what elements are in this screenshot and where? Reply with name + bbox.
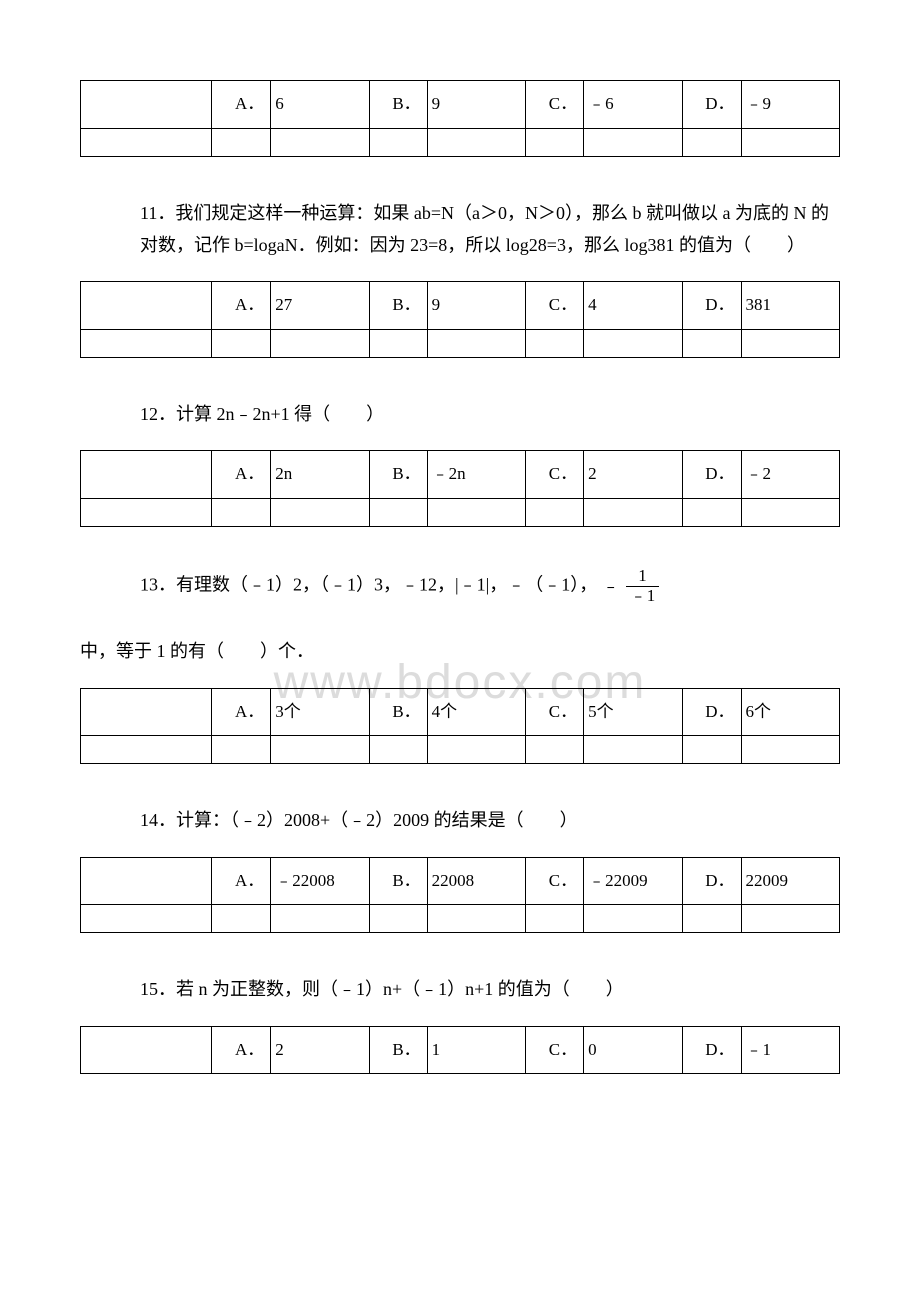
option-letter: C．	[526, 1026, 584, 1074]
q14-text: 14．计算：（﹣2）2008+（﹣2）2009 的结果是（ ）	[140, 804, 840, 836]
table-row: A． ﹣22008 B． 22008 C． ﹣22009 D． 22009	[81, 857, 840, 905]
table-row	[81, 736, 840, 764]
q10-options-table: A． 6 B． 9 C． ﹣6 D． ﹣9	[80, 80, 840, 157]
option-letter: B．	[369, 1026, 427, 1074]
q11-text: 11．我们规定这样一种运算：如果 ab=N（a＞0，N＞0），那么 b 就叫做以…	[140, 197, 840, 262]
option-value: ﹣22009	[584, 857, 682, 905]
q13-text: 13．有理数（﹣1）2，（﹣1）3，﹣12，|﹣1|，﹣（﹣1）， ﹣1﹣1	[140, 567, 840, 605]
question-body-part2: 中，等于 1 的有（ ）个．	[80, 641, 314, 661]
option-value: ﹣2	[741, 451, 839, 499]
option-letter: B．	[369, 688, 427, 736]
option-value: ﹣9	[741, 81, 839, 129]
option-value: 22008	[427, 857, 525, 905]
table-row	[81, 128, 840, 156]
option-letter: A．	[212, 688, 271, 736]
option-letter: B．	[369, 857, 427, 905]
cell-blank	[81, 857, 212, 905]
option-letter: A．	[212, 857, 271, 905]
option-value: 2n	[271, 451, 369, 499]
option-value: 6	[271, 81, 369, 129]
question-number: 15．	[140, 979, 176, 999]
option-value: 9	[427, 282, 525, 330]
question-number: 11．	[140, 203, 175, 223]
table-row	[81, 329, 840, 357]
question-number: 14．	[140, 810, 176, 830]
table-row: A． 2 B． 1 C． 0 D． ﹣1	[81, 1026, 840, 1074]
cell-blank	[81, 1026, 212, 1074]
fraction-negative-sign: ﹣	[602, 570, 620, 602]
table-row	[81, 905, 840, 933]
option-letter: C．	[526, 282, 584, 330]
option-letter: C．	[526, 81, 584, 129]
option-letter: C．	[526, 688, 584, 736]
option-letter: B．	[369, 282, 427, 330]
question-body: 计算：（﹣2）2008+（﹣2）2009 的结果是（ ）	[176, 810, 578, 830]
option-value: 27	[271, 282, 369, 330]
option-value: 22009	[741, 857, 839, 905]
q15-text: 15．若 n 为正整数，则（﹣1）n+（﹣1）n+1 的值为（ ）	[140, 973, 840, 1005]
option-letter: A．	[212, 451, 271, 499]
fraction-numerator: 1	[626, 567, 660, 587]
cell-blank	[81, 688, 212, 736]
option-letter: C．	[526, 857, 584, 905]
cell-blank	[81, 282, 212, 330]
option-value: 1	[427, 1026, 525, 1074]
option-value: ﹣6	[584, 81, 682, 129]
q15-options-table: A． 2 B． 1 C． 0 D． ﹣1	[80, 1026, 840, 1075]
question-body-part1: 有理数（﹣1）2，（﹣1）3，﹣12，|﹣1|，﹣（﹣1），	[176, 574, 597, 594]
option-letter: D．	[682, 282, 741, 330]
option-letter: D．	[682, 688, 741, 736]
table-row: A． 27 B． 9 C． 4 D． 381	[81, 282, 840, 330]
option-letter: D．	[682, 451, 741, 499]
q11-options-table: A． 27 B． 9 C． 4 D． 381	[80, 281, 840, 358]
table-row: A． 6 B． 9 C． ﹣6 D． ﹣9	[81, 81, 840, 129]
question-number: 12．	[140, 404, 176, 424]
option-letter: A．	[212, 282, 271, 330]
option-value: 6个	[741, 688, 839, 736]
option-value: ﹣22008	[271, 857, 369, 905]
q13-text-continue: 中，等于 1 的有（ ）个．	[80, 635, 840, 667]
option-letter: D．	[682, 857, 741, 905]
option-value: 5个	[584, 688, 682, 736]
option-letter: C．	[526, 451, 584, 499]
question-body: 我们规定这样一种运算：如果 ab=N（a＞0，N＞0），那么 b 就叫做以 a …	[140, 203, 829, 255]
question-body: 计算 2n﹣2n+1 得（ ）	[176, 404, 384, 424]
table-row: A． 3个 B． 4个 C． 5个 D． 6个	[81, 688, 840, 736]
fraction-denominator: ﹣1	[626, 587, 660, 606]
option-letter: D．	[682, 1026, 741, 1074]
option-value: ﹣1	[741, 1026, 839, 1074]
option-value: 2	[584, 451, 682, 499]
q12-options-table: A． 2n B． ﹣2n C． 2 D． ﹣2	[80, 450, 840, 527]
option-letter: A．	[212, 81, 271, 129]
table-row: A． 2n B． ﹣2n C． 2 D． ﹣2	[81, 451, 840, 499]
option-value: 381	[741, 282, 839, 330]
option-value: 4	[584, 282, 682, 330]
option-letter: B．	[369, 451, 427, 499]
option-value: 2	[271, 1026, 369, 1074]
q13-options-table: A． 3个 B． 4个 C． 5个 D． 6个	[80, 688, 840, 765]
q12-text: 12．计算 2n﹣2n+1 得（ ）	[140, 398, 840, 430]
cell-blank	[81, 81, 212, 129]
option-letter: A．	[212, 1026, 271, 1074]
option-letter: B．	[369, 81, 427, 129]
fraction: 1﹣1	[626, 567, 660, 605]
option-letter: D．	[682, 81, 741, 129]
option-value: ﹣2n	[427, 451, 525, 499]
question-number: 13．	[140, 574, 176, 594]
option-value: 0	[584, 1026, 682, 1074]
option-value: 9	[427, 81, 525, 129]
option-value: 3个	[271, 688, 369, 736]
q14-options-table: A． ﹣22008 B． 22008 C． ﹣22009 D． 22009	[80, 857, 840, 934]
question-body: 若 n 为正整数，则（﹣1）n+（﹣1）n+1 的值为（ ）	[176, 979, 624, 999]
option-value: 4个	[427, 688, 525, 736]
cell-blank	[81, 451, 212, 499]
table-row	[81, 498, 840, 526]
